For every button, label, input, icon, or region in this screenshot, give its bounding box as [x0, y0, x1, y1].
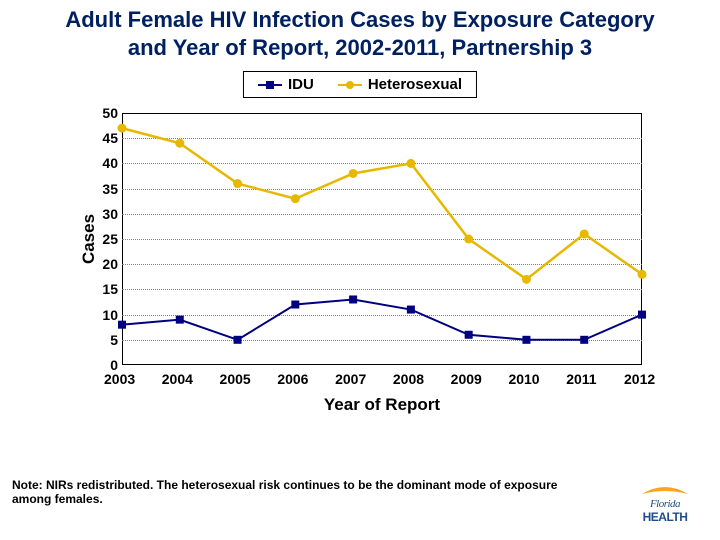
logo-bottom-text: HEALTH: [643, 510, 688, 524]
florida-health-logo: Florida HEALTH: [640, 480, 690, 524]
chart-title: Adult Female HIV Infection Cases by Expo…: [0, 0, 720, 61]
footnote: Note: NIRs redistributed. The heterosexu…: [12, 478, 572, 506]
title-line-2: and Year of Report, 2002-2011, Partnersh…: [10, 34, 710, 62]
title-line-1: Adult Female HIV Infection Cases by Expo…: [10, 6, 710, 34]
logo-swoosh-icon: [640, 480, 690, 498]
logo-top-text: Florida: [650, 498, 680, 510]
chart-container: IDUHeterosexual Cases Year of Report 051…: [60, 71, 660, 431]
series-heterosexual: [60, 71, 660, 471]
